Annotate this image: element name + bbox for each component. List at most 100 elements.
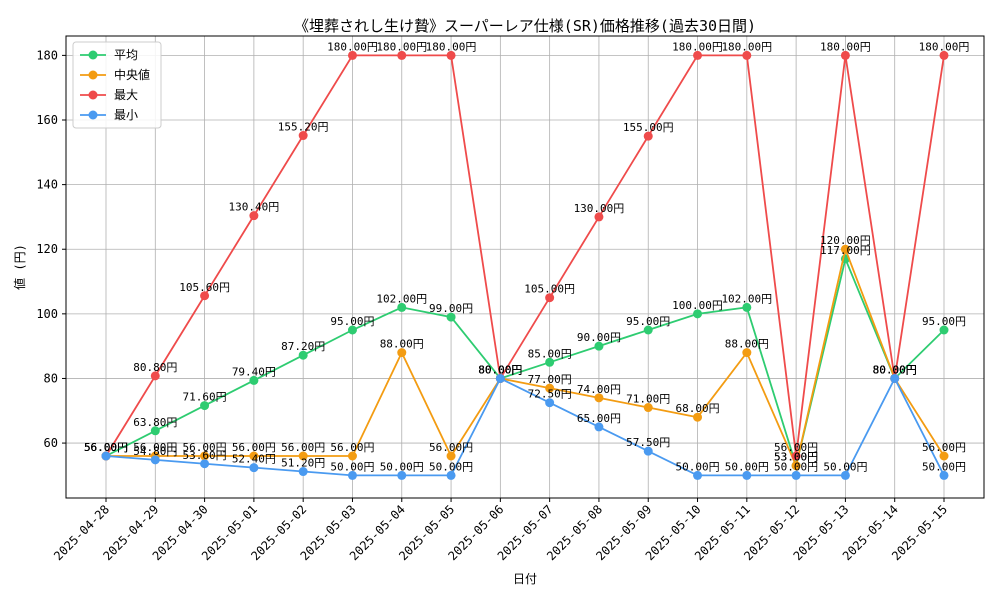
legend-label: 最小 — [114, 108, 138, 122]
data-point — [545, 398, 555, 408]
data-point — [200, 459, 210, 469]
data-point — [939, 470, 949, 480]
data-label: 180.00円 — [426, 40, 477, 53]
legend-label: 平均 — [114, 48, 138, 62]
data-point — [939, 50, 949, 60]
data-label: 80.00円 — [873, 363, 917, 376]
data-point — [594, 341, 604, 351]
data-label: 53.00円 — [774, 451, 818, 464]
data-label: 57.50円 — [626, 436, 670, 449]
data-point — [693, 412, 703, 422]
data-point — [150, 455, 160, 465]
data-point — [347, 470, 357, 480]
data-point — [298, 131, 308, 141]
data-label: 56.00円 — [133, 441, 177, 454]
data-label: 180.00円 — [919, 40, 970, 53]
data-label: 56.00円 — [330, 441, 374, 454]
data-label: 68.00円 — [675, 402, 719, 415]
data-point — [643, 325, 653, 335]
data-label: 80.00円 — [873, 363, 917, 376]
data-label: 80.00円 — [478, 363, 522, 376]
data-point — [840, 244, 850, 254]
data-label: 56.00円 — [281, 441, 325, 454]
data-point — [742, 50, 752, 60]
data-label: 87.20円 — [281, 340, 325, 353]
data-label: 105.00円 — [524, 283, 575, 296]
data-label: 74.00円 — [577, 383, 621, 396]
data-label: 180.00円 — [376, 40, 427, 53]
legend-swatch-marker — [88, 50, 98, 60]
data-label: 79.40円 — [232, 365, 276, 378]
data-point — [446, 50, 456, 60]
data-point — [150, 426, 160, 436]
data-point — [200, 401, 210, 411]
data-point — [249, 211, 259, 221]
legend-swatch-marker — [88, 110, 98, 120]
data-point — [939, 325, 949, 335]
data-label: 80.00円 — [873, 363, 917, 376]
data-label: 130.00円 — [574, 202, 625, 215]
data-point — [742, 348, 752, 358]
data-point — [347, 325, 357, 335]
data-point — [643, 131, 653, 141]
data-point — [446, 451, 456, 461]
data-point — [545, 293, 555, 303]
data-point — [249, 463, 259, 473]
data-point — [397, 302, 407, 312]
data-label: 50.00円 — [922, 460, 966, 473]
data-label: 180.00円 — [721, 40, 772, 53]
y-axis-ticks: 60 80 100 120 140 160 180 — [36, 48, 66, 450]
data-label: 95.00円 — [330, 315, 374, 328]
data-label: 54.80円 — [133, 445, 177, 458]
data-label: 90.00円 — [577, 331, 621, 344]
legend-swatch-marker — [88, 70, 98, 80]
data-point — [200, 451, 210, 461]
data-label: 56.00円 — [429, 441, 473, 454]
y-tick-label: 160 — [36, 113, 58, 127]
data-point — [693, 309, 703, 319]
data-label: 180.00円 — [672, 40, 723, 53]
x-axis-ticks: 2025-04-282025-04-292025-04-302025-05-01… — [51, 498, 950, 563]
data-label: 51.20円 — [281, 457, 325, 470]
data-label: 130.40円 — [229, 201, 280, 214]
data-label: 56.00円 — [922, 441, 966, 454]
data-point — [840, 50, 850, 60]
data-label: 120.00円 — [820, 234, 871, 247]
data-label: 50.00円 — [330, 460, 374, 473]
data-labels: 56.00円63.80円71.60円79.40円87.20円95.00円102.… — [84, 40, 969, 473]
legend-label: 最大 — [114, 88, 138, 102]
data-label: 100.00円 — [672, 299, 723, 312]
data-point — [298, 451, 308, 461]
data-label: 50.00円 — [725, 460, 769, 473]
data-point — [890, 373, 900, 383]
series-line — [105, 376, 945, 477]
y-tick-label: 180 — [36, 48, 58, 62]
data-point — [840, 470, 850, 480]
data-label: 80.80円 — [133, 361, 177, 374]
data-label: 95.00円 — [626, 315, 670, 328]
y-tick-label: 80 — [44, 371, 58, 385]
data-point — [693, 50, 703, 60]
data-label: 80.00円 — [478, 363, 522, 376]
plot-frame — [65, 35, 985, 499]
data-label: 95.00円 — [922, 315, 966, 328]
data-label: 80.00円 — [478, 363, 522, 376]
data-label: 102.00円 — [721, 292, 772, 305]
data-point — [742, 302, 752, 312]
data-point — [347, 50, 357, 60]
data-point — [347, 451, 357, 461]
data-point — [643, 403, 653, 413]
data-label: 180.00円 — [327, 40, 378, 53]
data-label: 56.00円 — [84, 441, 128, 454]
data-label: 56.00円 — [84, 441, 128, 454]
data-point — [298, 467, 308, 477]
series-line — [106, 246, 945, 469]
data-label: 88.00円 — [380, 338, 424, 351]
data-label: 71.60円 — [183, 391, 227, 404]
data-label: 80.00円 — [873, 363, 917, 376]
data-label: 85.00円 — [528, 347, 572, 360]
data-point — [594, 393, 604, 403]
data-point — [939, 451, 949, 461]
